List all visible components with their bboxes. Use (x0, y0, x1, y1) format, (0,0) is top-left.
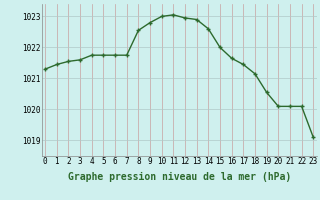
X-axis label: Graphe pression niveau de la mer (hPa): Graphe pression niveau de la mer (hPa) (68, 172, 291, 182)
